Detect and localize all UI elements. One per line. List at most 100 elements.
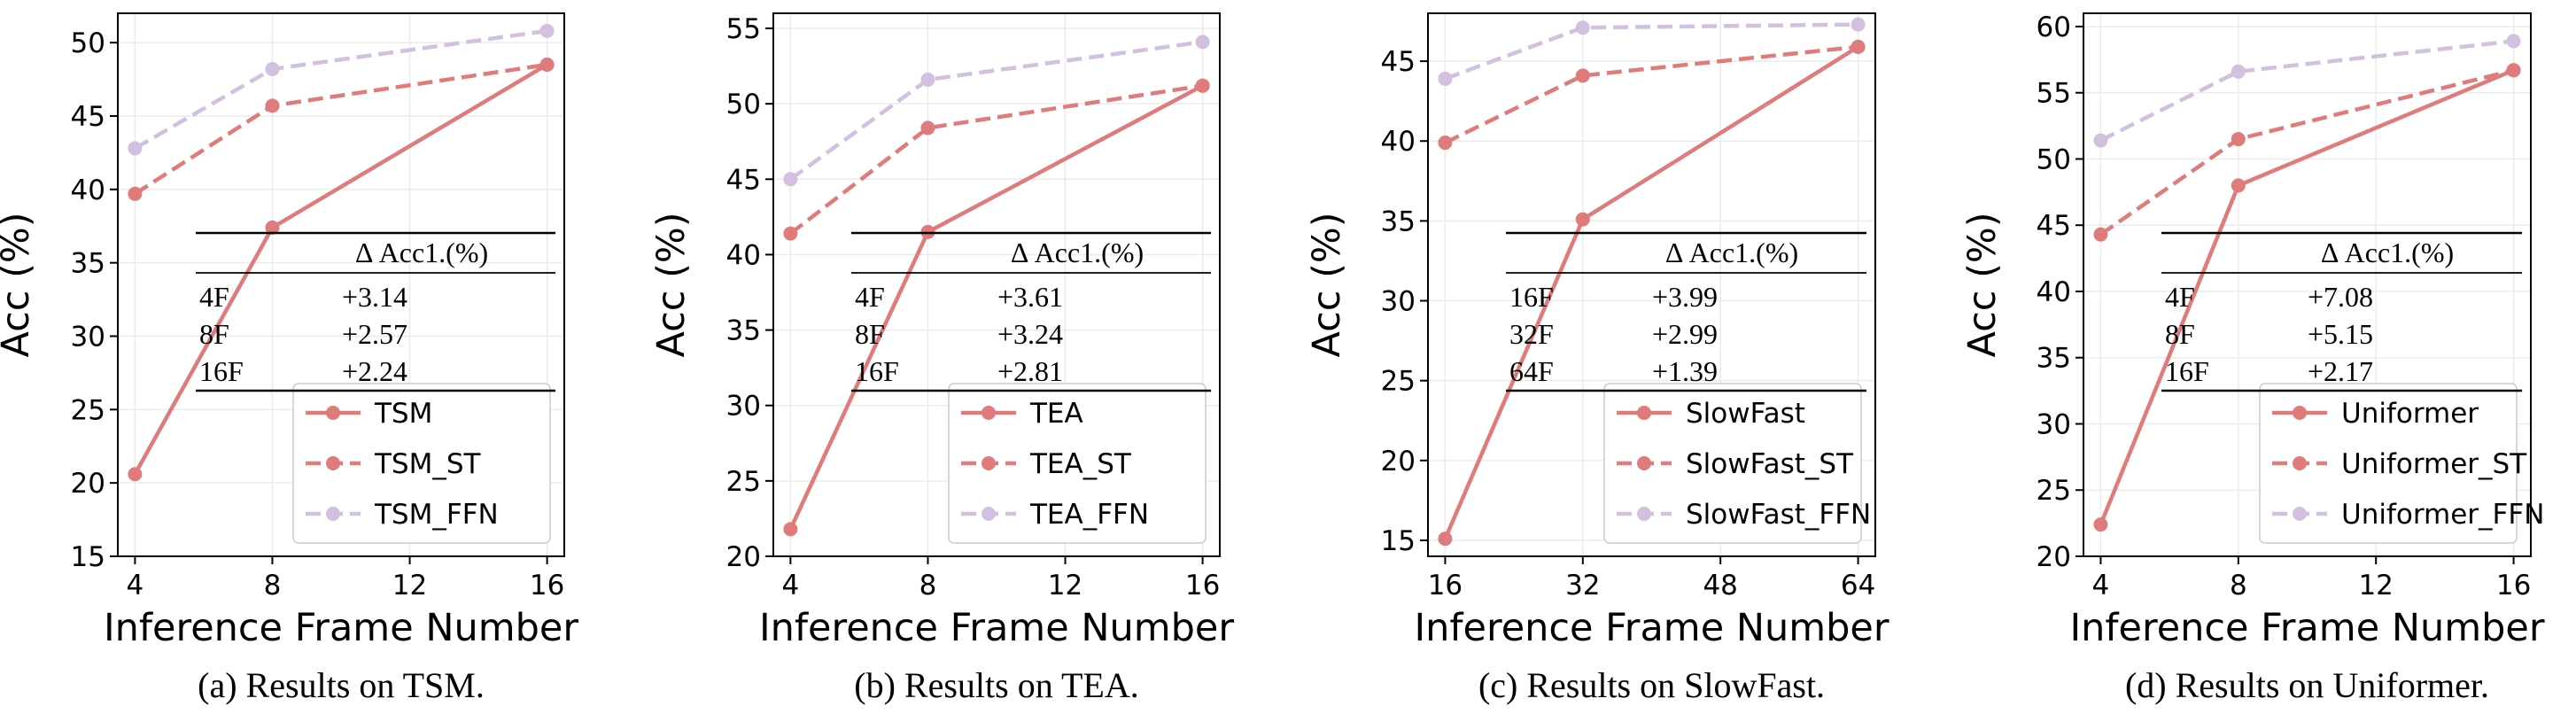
data-point [539,23,555,38]
y-tick-label: 45 [71,101,105,133]
y-tick-label: 20 [71,468,105,500]
data-point [920,120,935,136]
legend-box [1603,383,1862,544]
panel-caption: (d) Results on Uniformer. [2125,665,2489,705]
x-tick-label: 8 [264,570,282,601]
legend: TSM TSM_ST TSM_FFN [292,383,551,544]
x-tick-label: 4 [2092,570,2110,601]
y-tick-label: 40 [71,175,105,206]
y-tick-label: 30 [726,391,761,423]
table-cell-frames: 16F [199,355,244,387]
axes-frame [772,12,1221,557]
y-tick-label: 20 [2037,541,2071,573]
data-point [1195,78,1210,93]
legend-label: Uniformer [2341,398,2479,430]
delta-table: Δ Acc1.(%) 4F +3.61 8F +3.24 16F +2.81 [851,231,1211,392]
data-point [2093,227,2108,242]
data-point [2506,34,2521,49]
data-point [2506,63,2521,78]
series-line-2 [789,83,1203,236]
y-tick-label: 25 [726,466,761,498]
x-axis-label: Inference Frame Number [2069,606,2544,650]
x-tick-label: 12 [392,570,427,601]
x-tick-label: 4 [782,570,800,601]
axes-frame [2083,12,2532,557]
series-line-3 [789,40,1203,182]
panel-caption: (c) Results on SlowFast. [1478,665,1825,705]
legend-label: TEA_FFN [1029,499,1149,531]
y-tick-label: 50 [726,89,761,120]
x-tick-label: 48 [1703,570,1737,601]
table-cell-delta: +2.99 [1652,318,1718,350]
series-line-2 [134,62,547,196]
y-tick-label: 60 [2037,12,2071,43]
y-tick-label: 40 [1381,126,1416,158]
legend-label: Uniformer_ST [2341,448,2527,480]
y-tick-label: 45 [726,164,761,196]
data-point [1575,212,1590,227]
legend-box [292,383,551,544]
data-point [2093,133,2108,148]
legend-box [948,383,1207,544]
x-axis-label: Inference Frame Number [1414,606,1889,650]
legend-label: TSM_FFN [374,499,499,531]
table-cell-delta: +2.17 [2308,355,2373,387]
x-tick-label: 16 [530,570,564,601]
legend-label: SlowFast [1686,398,1805,430]
data-point [128,186,143,201]
chart-panel-3: 16 32 48 64 15 20 25 30 35 40 45 Inference Frame Nu… [1305,12,1889,705]
table-cell-delta: +2.81 [997,355,1063,387]
y-tick-label: 40 [2037,276,2071,308]
data-point [1438,71,1453,86]
data-point [128,467,143,482]
y-tick-label: 20 [1381,446,1416,477]
y-tick-label: 55 [726,13,761,45]
axes-frame [1427,12,1876,557]
legend-label: TSM [374,398,432,430]
legend-label: SlowFast_ST [1686,448,1854,480]
table-cell-delta: +7.08 [2308,281,2373,313]
x-tick-label: 4 [127,570,144,601]
legend-swatch-marker [982,406,996,420]
y-tick-label: 30 [2037,408,2071,440]
legend-swatch-marker [2293,507,2307,521]
y-tick-label: 35 [71,248,105,280]
legend: Uniformer Uniformer_ST Uniformer_FFN [2259,383,2544,544]
table-cell-frames: 16F [855,355,899,387]
table-cell-delta: +2.57 [342,318,407,350]
delta-table: Δ Acc1.(%) 4F +3.14 8F +2.57 16F +2.24 [196,231,555,392]
y-tick-label: 35 [726,315,761,347]
legend-swatch-marker [1637,456,1651,470]
table-cell-delta: +2.24 [342,355,407,387]
chart-panel-2: 4 8 12 16 20 25 30 35 40 45 50 55 Inference Frame Nu… [649,12,1234,705]
x-tick-label: 8 [2230,570,2247,601]
y-tick-label: 15 [71,541,105,573]
delta-table: Δ Acc1.(%) 16F +3.99 32F +2.99 64F +1.39 [1506,231,1866,392]
data-point [128,141,143,156]
data-point [265,61,280,76]
data-point [1851,17,1866,32]
legend-swatch-marker [982,456,996,470]
legend: TEA TEA_ST TEA_FFN [948,383,1207,544]
series-line-2 [1444,44,1858,145]
y-tick-label: 25 [2037,475,2071,507]
table-cell-delta: +3.61 [997,281,1063,313]
data-point [920,72,935,87]
table-cell-delta: +3.24 [997,318,1063,350]
y-axis-label: Acc (%) [1305,212,1349,357]
axes-frame [117,12,565,557]
data-point [1438,532,1453,547]
legend-label: SlowFast_FFN [1686,499,1871,531]
table-cell-delta: +3.99 [1652,281,1718,313]
legend: SlowFast SlowFast_ST SlowFast_FFN [1603,383,1871,544]
legend-swatch-marker [2293,406,2307,420]
table-cell-frames: 16F [2165,355,2209,387]
y-tick-label: 25 [71,394,105,426]
x-tick-label: 12 [1048,570,1082,601]
table-header: Δ Acc1.(%) [1011,237,1144,268]
y-tick-label: 50 [2037,144,2071,175]
legend-swatch-marker [326,507,340,521]
y-tick-label: 50 [71,27,105,59]
data-point [2231,64,2246,79]
